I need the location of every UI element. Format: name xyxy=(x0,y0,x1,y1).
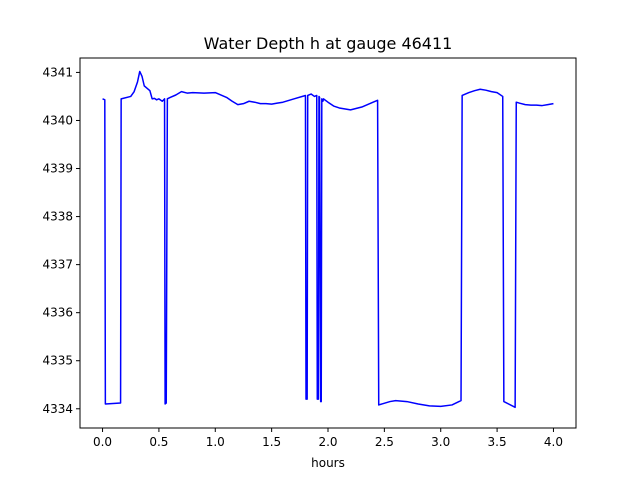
x-tick-label: 4.0 xyxy=(544,435,563,449)
y-axis: 4334 4335 4336 4337 4338 4339 4340 4341 xyxy=(42,65,80,416)
series-line xyxy=(102,70,554,409)
y-tick-label: 4334 xyxy=(42,402,73,416)
x-tick-label: 3.5 xyxy=(488,435,507,449)
plot-frame xyxy=(79,57,577,429)
x-tick-label: 3.0 xyxy=(431,435,450,449)
y-tick-label: 4336 xyxy=(42,306,73,320)
x-tick-label: 1.0 xyxy=(206,435,225,449)
series-group xyxy=(102,70,554,409)
x-axis-label: hours xyxy=(311,456,345,470)
x-tick-label: 0.0 xyxy=(93,435,112,449)
y-tick-label: 4340 xyxy=(42,113,73,127)
y-tick-label: 4341 xyxy=(42,65,73,79)
x-tick-label: 2.5 xyxy=(375,435,394,449)
y-tick-label: 4339 xyxy=(42,162,73,176)
y-tick-label: 4335 xyxy=(42,354,73,368)
y-tick-label: 4338 xyxy=(42,210,73,224)
x-tick-label: 1.5 xyxy=(262,435,281,449)
chart-title: Water Depth h at gauge 46411 xyxy=(204,34,453,53)
x-tick-label: 2.0 xyxy=(318,435,337,449)
x-axis: 0.0 0.5 1.0 1.5 2.0 2.5 3.0 3.5 4.0 xyxy=(93,428,563,449)
x-tick-label: 0.5 xyxy=(149,435,168,449)
y-tick-label: 4337 xyxy=(42,258,73,272)
